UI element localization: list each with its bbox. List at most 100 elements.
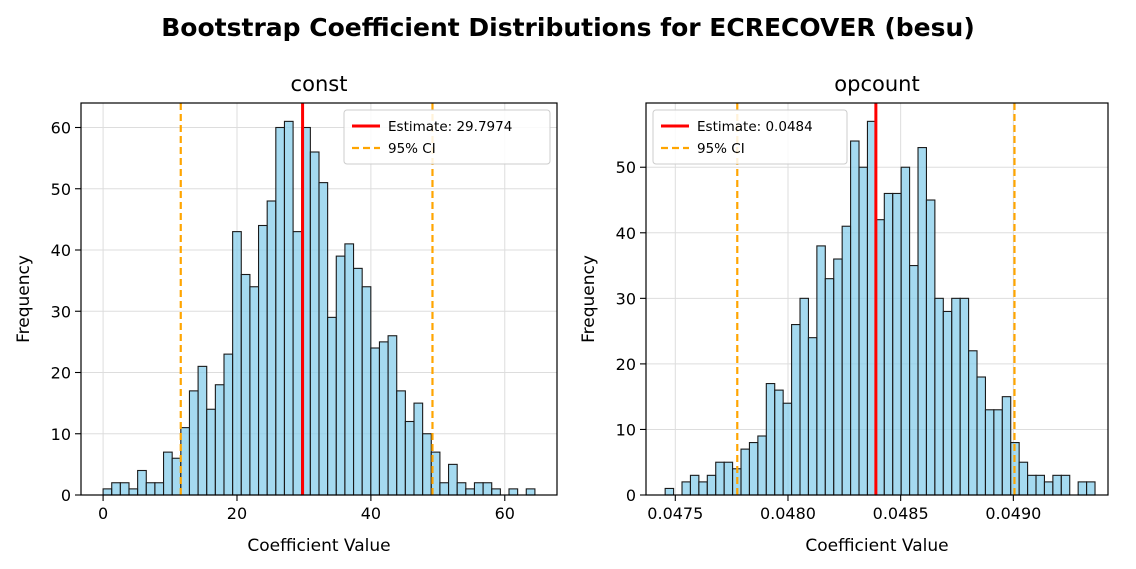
histogram-bar: [968, 350, 978, 496]
histogram-bar: [698, 481, 708, 496]
histogram-bar: [439, 482, 450, 496]
histogram-bar: [799, 297, 809, 496]
histogram-bar: [447, 463, 458, 496]
legend-estimate-label: Estimate: 29.7974: [388, 119, 512, 135]
axes-frame: [645, 102, 1109, 496]
histogram-bar: [188, 390, 199, 496]
histogram-bar: [404, 420, 415, 496]
histogram-bar: [111, 482, 121, 496]
histogram-bar: [681, 481, 691, 496]
y-tick-label: 20: [51, 364, 71, 383]
histogram-bar: [275, 126, 286, 496]
histogram-bar: [909, 265, 919, 496]
histogram-bar: [508, 488, 519, 496]
y-axis-label: Frequency: [14, 255, 34, 343]
histogram-bar: [925, 199, 936, 496]
histogram-bar: [1060, 474, 1071, 496]
x-tick-label: 60: [495, 504, 515, 523]
y-tick-label: 40: [51, 241, 71, 260]
legend-estimate-label: Estimate: 0.0484: [697, 119, 813, 135]
panel-title: const: [291, 72, 348, 96]
histogram-bar: [723, 461, 734, 496]
histogram-bar: [318, 182, 329, 496]
x-tick-label: 0.0480: [760, 504, 816, 523]
histogram-bar: [976, 376, 986, 496]
y-tick-label: 20: [616, 355, 636, 374]
histogram-bar: [456, 482, 467, 496]
histogram-bar: [145, 482, 156, 496]
panel-const: 0 20 40 60 0 10 20 30 40 50 60 const Coefficient Val…: [14, 72, 558, 556]
histogram-bar: [740, 448, 750, 496]
histogram-bar: [283, 120, 294, 496]
y-tick-label: 50: [51, 180, 71, 199]
histogram-bar: [491, 488, 501, 496]
histogram-bar: [102, 488, 113, 496]
x-tick-label: 20: [227, 504, 247, 523]
histogram-bar: [240, 273, 251, 496]
histogram-bar: [664, 487, 675, 496]
histogram-bar: [1043, 481, 1054, 496]
histogram-bar: [782, 402, 793, 496]
histogram-bar: [1052, 474, 1062, 496]
histogram-bar: [292, 231, 303, 496]
y-tick-label: 10: [51, 425, 71, 444]
histogram-bar: [128, 488, 139, 496]
histogram-bar: [841, 225, 852, 496]
histogram-bar: [232, 231, 242, 496]
histogram-bar: [1077, 481, 1088, 496]
histogram-bar: [214, 384, 225, 496]
histogram-bar: [892, 192, 902, 496]
y-tick-label: 10: [616, 420, 636, 439]
y-tick-label: 30: [616, 289, 636, 308]
histogram-bar: [1001, 396, 1012, 496]
histogram-bar: [413, 402, 424, 496]
y-tick-label: 0: [61, 486, 71, 505]
histogram-bar: [807, 337, 818, 496]
legend: Estimate: 0.0484 95% CI: [652, 109, 848, 165]
histogram-bar: [1027, 474, 1037, 496]
histogram-bar: [206, 408, 216, 496]
axes-frame: [80, 102, 558, 496]
histogram-bar: [1035, 474, 1045, 496]
histogram-bar: [525, 488, 536, 496]
x-axis-label: Coefficient Value: [805, 536, 948, 556]
histogram-bar: [482, 482, 493, 496]
histogram-bar: [833, 258, 843, 496]
histogram-bar: [378, 341, 389, 496]
histogram-bar: [387, 335, 398, 496]
histogram-bar: [422, 433, 432, 496]
histogram-bar: [249, 286, 260, 496]
histogram-bar: [1018, 461, 1029, 496]
histogram-bar: [335, 255, 346, 496]
y-axis-label: Frequency: [579, 255, 599, 343]
y-tick-label: 40: [616, 224, 636, 243]
histogram-bar: [1086, 481, 1096, 496]
histogram-bar: [327, 316, 337, 496]
histogram-bar: [119, 482, 130, 496]
histogram-bar: [171, 457, 182, 496]
histogram-bar: [266, 200, 277, 496]
y-tick-label: 60: [51, 119, 71, 138]
histogram-bar: [765, 383, 776, 496]
histogram-bars: [664, 120, 1096, 496]
histogram-bar: [917, 147, 927, 496]
histogram-bar: [706, 474, 717, 496]
histogram-bar: [257, 224, 268, 496]
panel-title: opcount: [834, 72, 919, 96]
histogram-bar: [223, 353, 234, 496]
x-tick-label: 0.0475: [647, 504, 703, 523]
x-tick-label: 40: [361, 504, 381, 523]
histogram-bar: [774, 389, 784, 496]
histogram-bar: [465, 488, 476, 496]
legend: Estimate: 29.7974 95% CI: [343, 109, 551, 165]
x-tick-label: 0.0485: [873, 504, 929, 523]
histogram-bar: [137, 469, 147, 496]
histogram-bar: [689, 474, 700, 496]
x-tick-label: 0: [98, 504, 108, 523]
histogram-bar: [197, 365, 208, 496]
histogram-bar: [900, 166, 911, 496]
x-tick-label: 0.0490: [985, 504, 1041, 523]
panel-opcount: 0.0475 0.0480 0.0485 0.0490 0 10 20 30 40 50 opcou…: [579, 72, 1109, 556]
histogram-bar: [748, 442, 759, 496]
